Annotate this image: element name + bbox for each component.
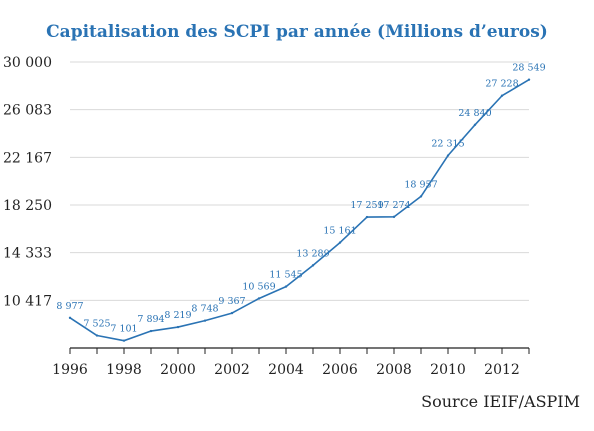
data-point <box>473 123 477 126</box>
series-line <box>69 78 530 342</box>
data-point <box>257 297 261 300</box>
y-tick-label: 14 333 <box>3 246 52 262</box>
data-label: 8 219 <box>164 310 191 321</box>
data-label: 8 977 <box>56 301 83 312</box>
data-point <box>230 311 234 315</box>
y-tick-label: 10 417 <box>3 293 52 309</box>
x-tick-label: 2010 <box>430 362 466 378</box>
data-label: 13 289 <box>296 248 329 259</box>
x-tick-label: 2006 <box>322 362 358 378</box>
x-tick-label: 2012 <box>484 362 520 378</box>
data-point <box>122 339 126 342</box>
x-tick-label: 2002 <box>214 362 250 378</box>
data-point <box>527 78 531 81</box>
data-label: 10 569 <box>242 281 275 292</box>
data-point <box>176 325 180 329</box>
data-label: 9 367 <box>218 296 245 307</box>
data-label: 7 101 <box>110 324 137 335</box>
data-label: 28 549 <box>512 63 545 74</box>
data-label: 18 957 <box>404 179 437 190</box>
data-point <box>392 215 396 219</box>
data-label: 24 840 <box>458 108 491 119</box>
y-tick-label: 18 250 <box>3 198 52 214</box>
data-point <box>149 329 153 333</box>
data-label: 7 894 <box>137 314 164 325</box>
data-point <box>500 94 504 97</box>
y-tick-label: 30 000 <box>3 55 52 71</box>
data-point <box>419 195 423 198</box>
chart-title: Capitalisation des SCPI par année (Milli… <box>46 22 548 42</box>
data-point <box>446 154 450 157</box>
data-point <box>284 285 288 288</box>
data-label: 27 228 <box>485 79 518 90</box>
data-point <box>338 241 342 244</box>
y-tick-label: 26 083 <box>3 103 52 119</box>
data-point <box>68 316 72 320</box>
data-point <box>365 215 369 219</box>
data-label: 22 315 <box>431 139 464 150</box>
x-tick-label: 2004 <box>268 362 304 378</box>
data-point <box>311 264 315 267</box>
data-point <box>95 334 99 337</box>
data-label: 15 161 <box>323 226 356 237</box>
data-point <box>203 319 207 322</box>
x-tick-label: 1998 <box>106 362 142 378</box>
x-tick-label: 2008 <box>376 362 412 378</box>
data-label: 7 525 <box>83 319 110 330</box>
y-tick-label: 22 167 <box>3 150 52 166</box>
x-tick-label: 2000 <box>160 362 196 378</box>
data-label: 11 545 <box>269 270 302 281</box>
data-label: 17 259 <box>350 200 383 211</box>
data-label: 8 748 <box>191 304 218 315</box>
x-tick-label: 1996 <box>52 362 88 378</box>
chart-source: Source IEIF/ASPIM <box>421 392 580 411</box>
data-label: 17 274 <box>377 200 410 211</box>
